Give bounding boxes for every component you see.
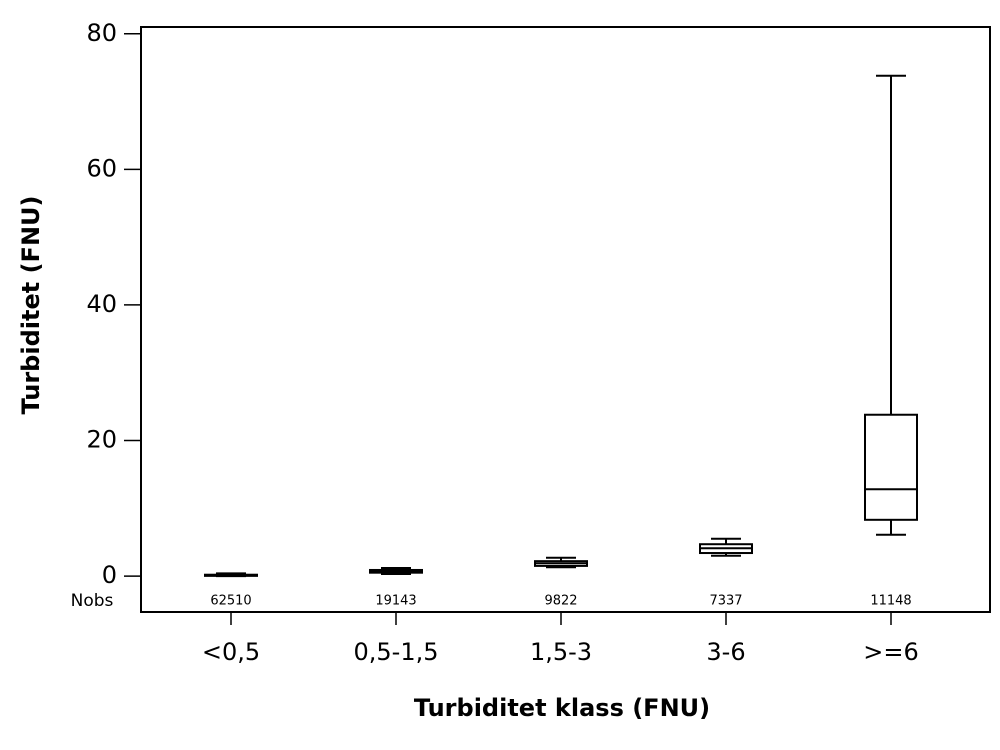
plot-frame [140,26,991,613]
nobs-label: Nobs [71,591,114,611]
y-tick-label: 20 [86,425,117,453]
x-tick-label: 3-6 [706,638,745,666]
y-tick-label: 60 [86,154,117,182]
y-tick-label: 0 [102,561,117,589]
box [864,413,918,521]
x-tick-label: 0,5-1,5 [354,638,439,666]
y-tick-label: 80 [86,19,117,47]
nobs-value: 7337 [709,594,742,609]
nobs-value: 11148 [870,594,911,609]
nobs-value: 62510 [210,594,251,609]
x-tick-label: <0,5 [202,638,260,666]
nobs-value: 9822 [544,594,577,609]
y-axis-title: Turbiditet (FNU) [17,196,45,415]
x-tick-label: >=6 [863,638,919,666]
x-tick-label: 1,5-3 [530,638,592,666]
x-axis-title: Turbiditet klass (FNU) [414,694,710,722]
y-tick-label: 40 [86,290,117,318]
nobs-value: 19143 [375,594,416,609]
